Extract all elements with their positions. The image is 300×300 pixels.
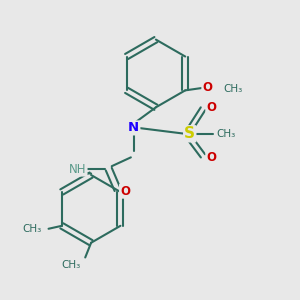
Text: O: O [120, 185, 130, 198]
Text: NH: NH [69, 163, 87, 176]
Text: CH₃: CH₃ [224, 84, 243, 94]
Text: O: O [202, 81, 212, 94]
Text: CH₃: CH₃ [22, 224, 41, 234]
Text: N: N [128, 122, 140, 134]
Text: S: S [184, 126, 195, 141]
Text: CH₃: CH₃ [216, 129, 236, 139]
Text: CH₃: CH₃ [61, 260, 81, 270]
Text: O: O [206, 101, 216, 114]
Text: O: O [206, 151, 216, 164]
